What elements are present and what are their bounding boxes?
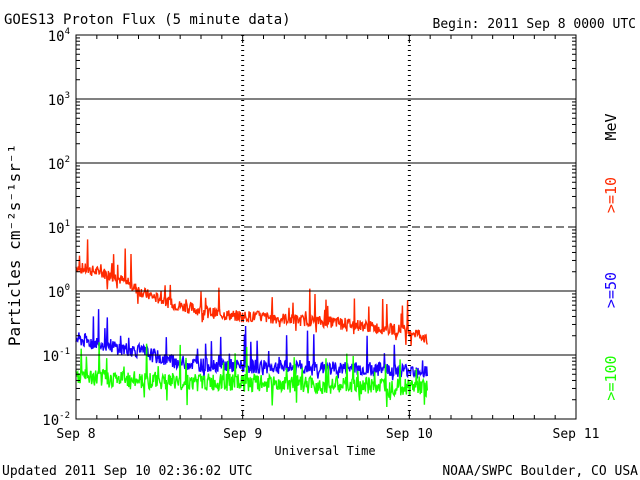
x-tick-label: Sep 8 (56, 427, 95, 442)
y-tick-label: 101 (48, 219, 70, 237)
series-layer (75, 239, 428, 408)
series-line (75, 309, 428, 381)
y-tick-label: 10-2 (42, 411, 70, 429)
chart-title: GOES13 Proton Flux (5 minute data) (4, 12, 291, 28)
y-axis-label: Particles cm⁻²s⁻¹sr⁻¹ (5, 144, 24, 346)
grid-layer (76, 35, 576, 419)
y-tick-label: 100 (48, 283, 70, 301)
x-tick-label: Sep 10 (386, 427, 433, 442)
x-tick-label: Sep 11 (553, 427, 600, 442)
source-label: NOAA/SWPC Boulder, CO USA (442, 464, 638, 479)
y-tick-label: 10-1 (42, 347, 70, 365)
y-tick-label: 103 (48, 91, 70, 109)
x-ticks: Sep 8 Sep 9 Sep 10 Sep 11 (56, 35, 599, 442)
y-ticks: 104 103 102 101 100 10-1 10-2 (42, 27, 576, 429)
x-tick-label: Sep 9 (223, 427, 262, 442)
begin-label: Begin: 2011 Sep 8 0000 UTC (433, 17, 637, 32)
legend-label: >=100 (602, 355, 620, 400)
series-line (75, 239, 428, 346)
y-tick-label: 104 (48, 27, 70, 45)
legend-unit: MeV (602, 113, 620, 140)
x-axis-label: Universal Time (274, 444, 375, 458)
updated-label: Updated 2011 Sep 10 02:36:02 UTC (2, 464, 252, 479)
legend-label: >=50 (602, 272, 620, 308)
legend-label: >=10 (602, 177, 620, 213)
legend: >=10 >=50 >=100 MeV (602, 113, 620, 400)
series-line (75, 342, 428, 408)
y-tick-label: 102 (48, 155, 70, 173)
